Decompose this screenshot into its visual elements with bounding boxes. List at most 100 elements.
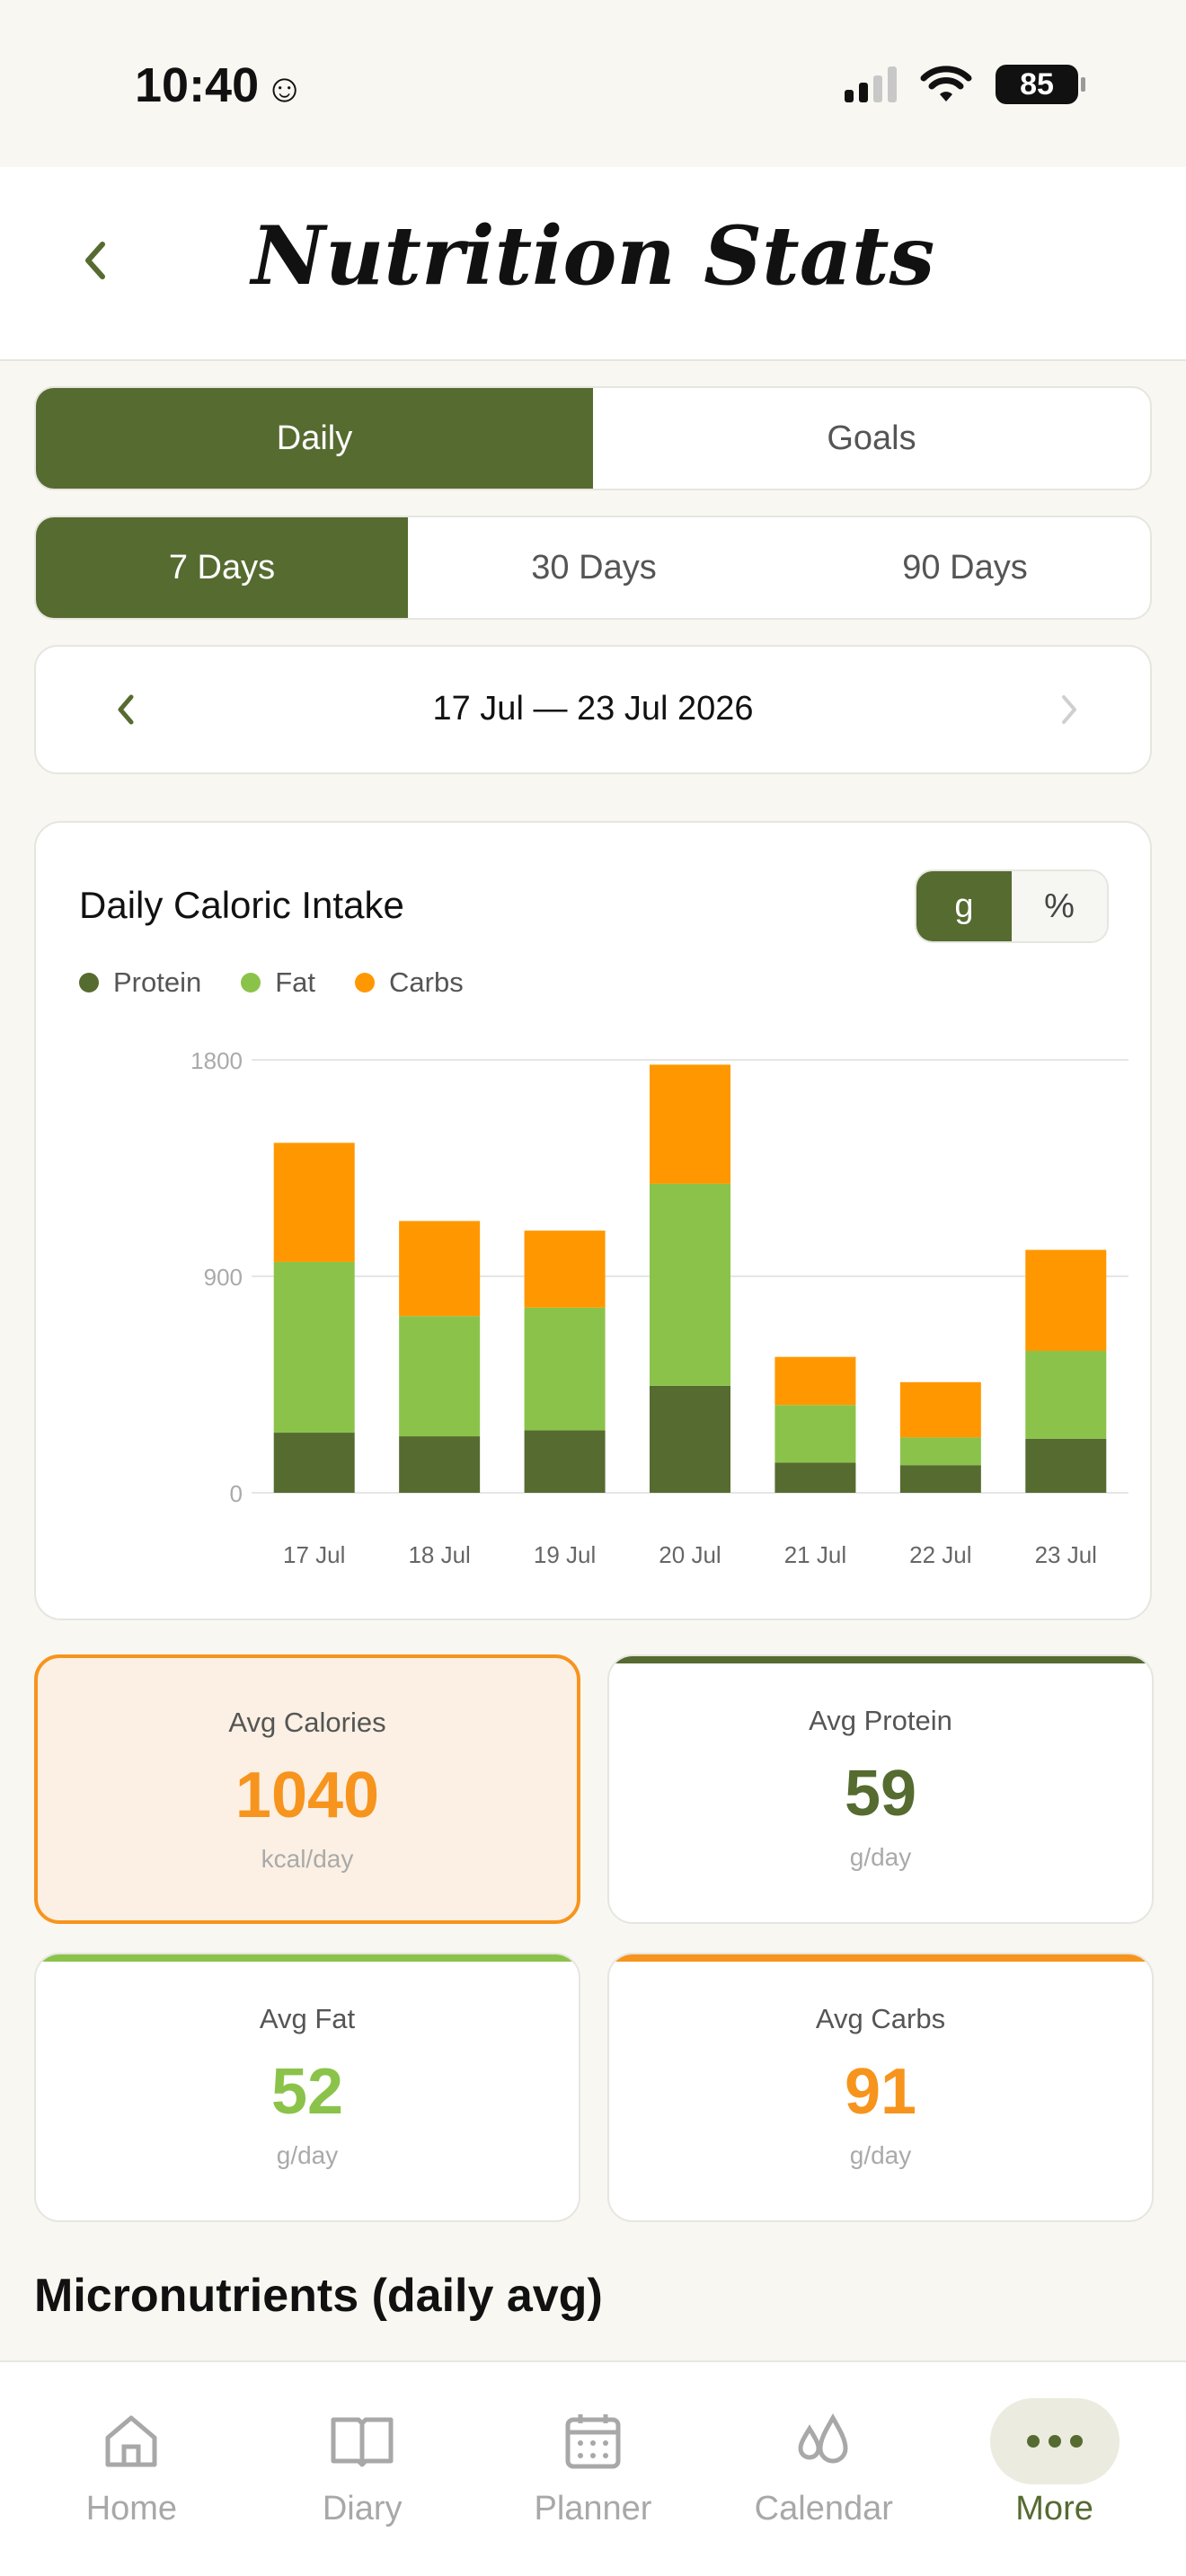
chevron-right-icon bbox=[1062, 695, 1076, 724]
stat-label: Avg Carbs bbox=[815, 2003, 946, 2034]
bar-segment-fat[interactable] bbox=[774, 1405, 856, 1463]
bar-segment-carbs[interactable] bbox=[1025, 1249, 1107, 1352]
tab-planner[interactable]: Planner bbox=[485, 2362, 701, 2576]
stat-card-avg-carbs[interactable]: Avg Carbs 91 g/day bbox=[607, 1953, 1154, 2222]
stat-unit: g/day bbox=[849, 1843, 912, 1871]
tab-label: Home bbox=[85, 2490, 178, 2527]
tab-daily[interactable]: Daily bbox=[36, 388, 593, 489]
x-tick-label: 18 Jul bbox=[408, 1541, 470, 1568]
stat-value: 59 bbox=[844, 1758, 917, 1830]
previous-range-button[interactable] bbox=[99, 683, 153, 737]
caloric-intake-chart-card: Daily Caloric Intake g % Protein Fat Car… bbox=[34, 821, 1152, 1620]
status-indicators: 85 bbox=[845, 65, 1085, 104]
bar-segment-protein[interactable] bbox=[524, 1430, 606, 1493]
tab-goals[interactable]: Goals bbox=[827, 419, 916, 457]
stat-value: 1040 bbox=[235, 1760, 380, 1831]
bar-segment-protein[interactable] bbox=[899, 1465, 981, 1493]
smiley-icon: ☺ bbox=[264, 66, 305, 110]
bar-segment-fat[interactable] bbox=[650, 1183, 730, 1386]
unit-grams-option[interactable]: g bbox=[916, 871, 1012, 941]
chart-legend: Protein Fat Carbs bbox=[79, 966, 464, 999]
x-tick-label: 19 Jul bbox=[534, 1541, 596, 1568]
tab-more[interactable]: More bbox=[947, 2362, 1163, 2576]
stat-accent-bar bbox=[609, 1954, 1152, 1962]
tab-label: Diary bbox=[322, 2490, 403, 2527]
bar-segment-fat[interactable] bbox=[399, 1316, 481, 1437]
droplets-icon bbox=[759, 2398, 889, 2484]
bar-segment-carbs[interactable] bbox=[399, 1221, 481, 1317]
cellular-signal-icon bbox=[845, 66, 897, 102]
x-tick-label: 23 Jul bbox=[1035, 1541, 1097, 1568]
chevron-left-icon bbox=[118, 694, 134, 725]
status-time: 10:40 ☺ bbox=[135, 58, 305, 112]
x-tick-label: 20 Jul bbox=[659, 1541, 721, 1568]
stat-unit: g/day bbox=[276, 2141, 339, 2169]
header-bar bbox=[0, 167, 1186, 361]
date-range-selector: 17 Jul — 23 Jul 2026 bbox=[34, 645, 1152, 774]
stat-accent-bar bbox=[609, 1656, 1152, 1663]
y-tick-label: 900 bbox=[204, 1264, 243, 1291]
x-tick-label: 22 Jul bbox=[909, 1541, 971, 1568]
range-7-days[interactable]: 7 Days bbox=[36, 517, 408, 618]
legend-item-protein: Protein bbox=[79, 966, 201, 999]
date-range-label: 17 Jul — 23 Jul 2026 bbox=[432, 690, 754, 728]
tab-diary[interactable]: Diary bbox=[254, 2362, 470, 2576]
more-dots-icon bbox=[989, 2398, 1120, 2484]
bar-segment-protein[interactable] bbox=[273, 1433, 355, 1493]
stat-label: Avg Fat bbox=[259, 2003, 356, 2034]
unit-percent-option[interactable]: % bbox=[1012, 871, 1107, 941]
range-90-days[interactable]: 90 Days bbox=[902, 548, 1028, 587]
bar-segment-carbs[interactable] bbox=[899, 1381, 981, 1438]
range-30-days[interactable]: 30 Days bbox=[531, 548, 657, 587]
stat-label: Avg Protein bbox=[809, 1705, 952, 1736]
bar-segment-carbs[interactable] bbox=[524, 1231, 606, 1308]
bar-segment-fat[interactable] bbox=[273, 1261, 355, 1434]
page-title: Nutrition Stats bbox=[251, 208, 935, 304]
stat-unit: g/day bbox=[849, 2141, 912, 2169]
stat-value: 91 bbox=[844, 2056, 917, 2128]
bar-segment-fat[interactable] bbox=[899, 1437, 981, 1466]
y-tick-label: 0 bbox=[230, 1480, 243, 1507]
legend-item-fat: Fat bbox=[241, 966, 315, 999]
home-icon bbox=[66, 2398, 196, 2484]
bottom-tab-bar: Home Diary Planner Calendar More bbox=[0, 2360, 1186, 2576]
bar-segment-fat[interactable] bbox=[524, 1307, 606, 1431]
stat-label: Avg Calories bbox=[228, 1707, 386, 1738]
tab-home[interactable]: Home bbox=[23, 2362, 239, 2576]
tab-label: More bbox=[1015, 2490, 1093, 2527]
stat-accent-bar bbox=[36, 1954, 579, 1962]
tab-calendar[interactable]: Calendar bbox=[716, 2362, 932, 2576]
legend-dot bbox=[79, 973, 99, 992]
tab-label: Calendar bbox=[754, 2490, 893, 2527]
legend-dot bbox=[355, 973, 376, 992]
stacked-bar-chart: 0 900 1800 17 Jul 18 Jul 19 Jul 20 Jul 21 Jul 22… bbox=[190, 1047, 1128, 1568]
legend-dot bbox=[241, 973, 261, 992]
bar-segment-carbs[interactable] bbox=[650, 1064, 730, 1184]
range-segmented-control: 7 Days 30 Days 90 Days bbox=[34, 516, 1152, 620]
battery-indicator: 85 bbox=[996, 65, 1085, 104]
bar-segment-fat[interactable] bbox=[1025, 1351, 1107, 1439]
bar-segment-carbs[interactable] bbox=[774, 1356, 856, 1406]
back-button[interactable] bbox=[59, 225, 131, 296]
bar-segment-protein[interactable] bbox=[399, 1436, 481, 1493]
bar-segment-protein[interactable] bbox=[1025, 1438, 1107, 1493]
view-segmented-control: Daily Goals bbox=[34, 386, 1152, 490]
bar-segment-protein[interactable] bbox=[650, 1385, 730, 1493]
x-tick-label: 17 Jul bbox=[283, 1541, 345, 1568]
stat-value: 52 bbox=[270, 2056, 344, 2128]
tab-label: Planner bbox=[534, 2490, 652, 2527]
chevron-left-icon bbox=[85, 242, 105, 279]
stat-card-avg-protein[interactable]: Avg Protein 59 g/day bbox=[607, 1654, 1154, 1924]
stat-card-avg-calories[interactable]: Avg Calories 1040 kcal/day bbox=[34, 1654, 580, 1924]
stat-card-avg-fat[interactable]: Avg Fat 52 g/day bbox=[34, 1953, 580, 2222]
bar-segment-protein[interactable] bbox=[774, 1462, 856, 1493]
x-tick-label: 21 Jul bbox=[784, 1541, 846, 1568]
chart-title: Daily Caloric Intake bbox=[79, 884, 404, 926]
unit-toggle: g % bbox=[915, 869, 1109, 943]
legend-item-carbs: Carbs bbox=[355, 966, 464, 999]
bar-segment-carbs[interactable] bbox=[273, 1142, 355, 1262]
calendar-grid-icon bbox=[528, 2398, 658, 2484]
stat-unit: kcal/day bbox=[261, 1845, 354, 1873]
next-range-button[interactable] bbox=[1042, 683, 1096, 737]
micronutrients-section-title: Micronutrients (daily avg) bbox=[34, 2270, 603, 2322]
